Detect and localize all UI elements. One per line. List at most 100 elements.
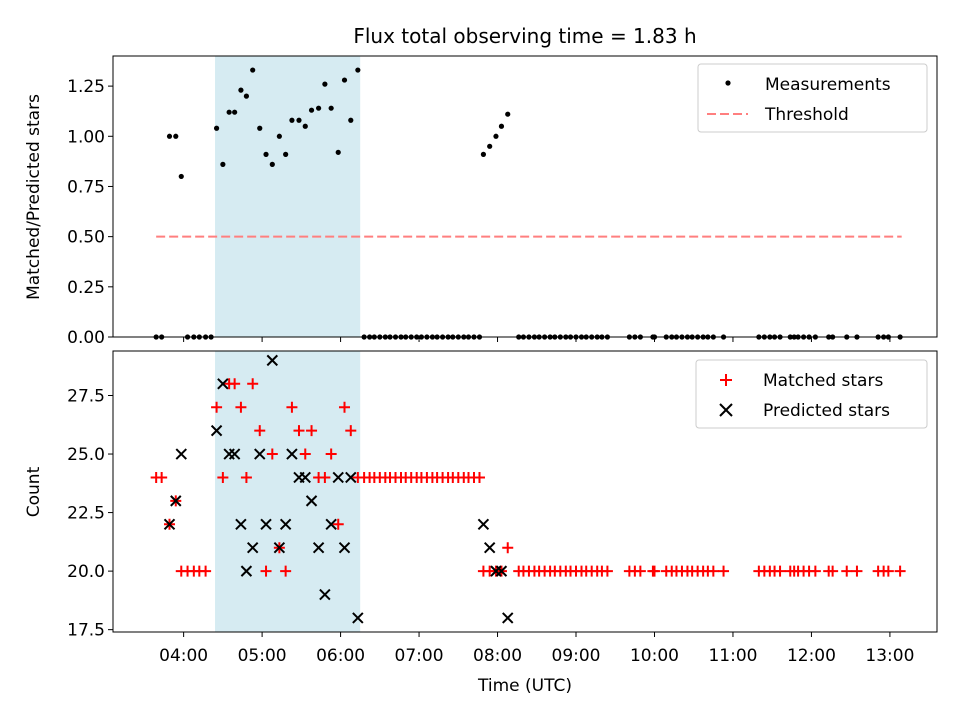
measurement-point [348,117,354,123]
matched-point [502,542,514,554]
measurement-point [220,161,226,167]
matched-point [286,401,298,413]
measurement-point [250,67,256,73]
matched-point [473,471,485,483]
predicted-point [246,541,259,554]
legend-predicted-label: Predicted stars [763,401,890,421]
predicted-point [338,541,351,554]
matched-series [150,378,906,577]
predicted-point [210,424,223,437]
predicted-point [260,518,272,530]
bottom-plot-frame [112,350,938,633]
top-y-tick-label: 0.75 [67,177,105,197]
predicted-point [502,612,514,624]
x-axis-label: Time (UTC) [477,676,572,696]
matched-point [332,518,344,530]
bottom-y-label: Count [24,466,44,517]
legend-measurements-label: Measurements [765,75,891,95]
matched-point [280,565,292,577]
matched-point [319,471,331,483]
predicted-point [228,448,241,460]
measurement-point [269,161,275,167]
matched-point [325,448,337,460]
predicted-point [483,541,496,554]
measurement-point [335,149,341,155]
predicted-point [325,518,337,530]
top-shaded-span [215,56,361,337]
predicted-point [279,518,292,530]
matched-point [306,425,318,437]
bottom-legend: Matched stars Predicted stars [695,359,928,429]
measurement-point [302,123,308,129]
measurement-point [276,133,282,139]
matched-point [293,425,305,437]
matched-point [339,401,351,413]
measurement-point [308,107,315,113]
matched-point [809,565,821,577]
matched-point [299,448,311,460]
x-tick-label: 05:00 [238,646,287,666]
matched-point [634,565,646,577]
matched-point [774,565,786,577]
measurement-point [283,151,289,157]
predicted-point [286,448,298,460]
predicted-point [332,471,344,484]
matched-point [266,448,278,460]
matched-point [254,425,266,437]
measurement-point [296,117,302,123]
x-tick-label: 04:00 [159,646,208,666]
legend-matched-marker [720,374,732,386]
matched-point [247,378,259,390]
bottom-legend-box [695,359,928,429]
measurement-point [480,151,487,157]
top-plot-frame [112,55,938,338]
bottom-y-axis: 17.5 20.0 22.5 25.0 27.5 [67,386,113,641]
matched-point [648,565,660,577]
bottom-x-axis: 04:00 05:00 06:00 07:00 08:00 09:00 10:00 11:00… [159,632,914,666]
measurement-point [487,143,493,149]
matched-point [156,471,168,483]
measurement-point [257,125,263,131]
matched-point [229,378,241,390]
matched-point [894,565,906,577]
predicted-point [175,448,187,460]
top-y-label: Matched/Predicted stars [24,94,44,300]
predicted-point [352,612,364,624]
top-y-tick-label: 0.00 [67,328,105,348]
matched-point [200,565,212,577]
top-x-ticks [183,337,891,342]
top-y-tick-label: 0.25 [67,278,105,298]
measurement-point [232,109,238,115]
bottom-y-tick-label: 25.0 [67,445,105,465]
matched-point [601,565,613,577]
predicted-point [312,541,325,554]
top-legend: Measurements Threshold [697,63,928,133]
measurement-point [316,105,322,111]
top-legend-box [697,63,928,133]
bottom-y-tick-label: 22.5 [67,504,105,524]
predicted-point [217,378,229,390]
measurement-point [226,109,232,115]
measurement-point [238,87,244,93]
bottom-y-tick-label: 17.5 [67,621,105,641]
top-panel: 0.00 0.25 0.50 0.75 1.00 1.25 Matched/Predict… [24,55,938,348]
legend-measurement-marker [725,80,731,86]
x-tick-label: 08:00 [473,646,522,666]
matched-point [841,565,853,577]
top-y-tick-label: 1.25 [67,77,105,97]
predicted-point [273,541,286,554]
matched-point [882,565,894,577]
x-tick-label: 11:00 [708,646,757,666]
top-y-tick-label: 1.00 [67,127,105,147]
measurement-point [178,173,184,180]
x-tick-label: 07:00 [395,646,444,666]
measurement-point [505,111,511,117]
bottom-y-tick-label: 27.5 [67,386,105,406]
x-tick-label: 13:00 [865,646,914,666]
x-tick-label: 10:00 [630,646,679,666]
bottom-panel: 17.5 20.0 22.5 25.0 27.5 04:00 05:00 06:00 07:0… [24,350,938,696]
predicted-series [163,354,514,624]
matched-point [718,565,730,577]
legend-predicted-marker [719,403,733,417]
matched-point [827,565,839,577]
